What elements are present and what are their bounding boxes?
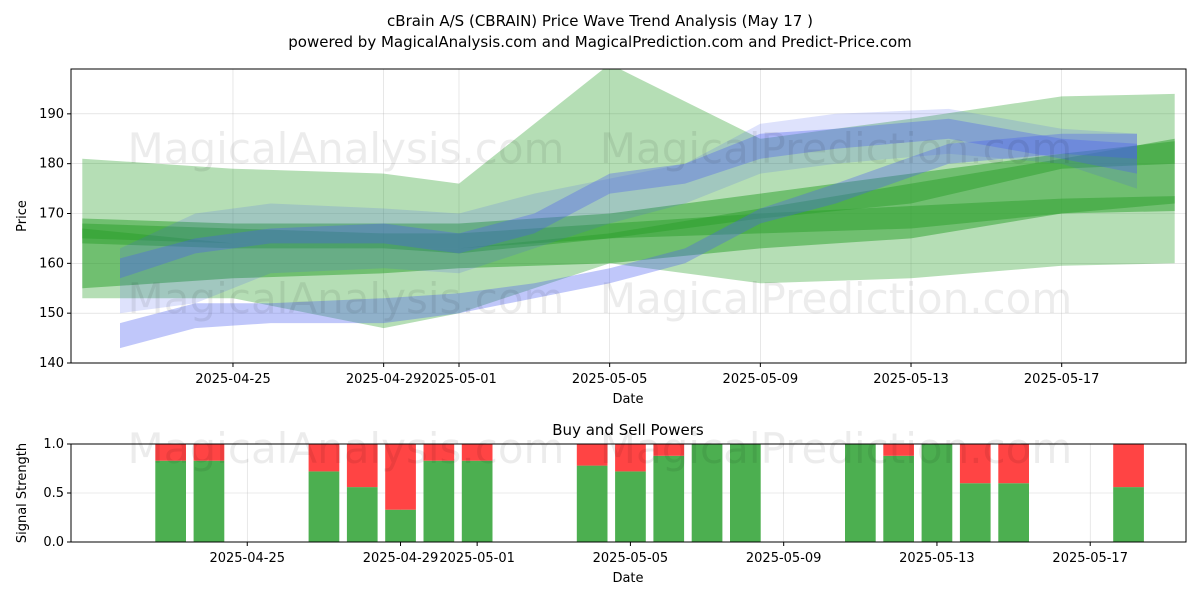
buy-power-bar [155, 460, 186, 542]
signal-chart: Buy and Sell Powers MagicalAnalysis.com … [15, 421, 1187, 586]
price-axes-frame [70, 68, 1187, 364]
blue-wave-bands [120, 108, 1137, 349]
title-line-2: powered by MagicalAnalysis.com and Magic… [288, 33, 912, 51]
signal-x-tick-label: 2025-04-25 [209, 551, 285, 566]
price-x-tick-label: 2025-05-05 [572, 372, 648, 387]
signal-title: Buy and Sell Powers [552, 421, 704, 439]
price-y-tick-label: 180 [39, 157, 64, 172]
sell-power-bar [308, 444, 340, 472]
buy-power-bar [1113, 487, 1144, 542]
green-wave-bands [82, 69, 1175, 329]
buy-power-bar [653, 455, 685, 542]
green-wave-band [82, 138, 1175, 289]
signal-bars [155, 444, 1144, 542]
buy-power-bar [883, 455, 914, 542]
price-y-tick-label: 140 [39, 356, 64, 371]
price-y-tick-label: 150 [39, 306, 64, 321]
sell-power-bar [653, 444, 685, 456]
signal-x-tick-label: 2025-05-01 [439, 551, 515, 566]
signal-x-label: Date [612, 571, 643, 586]
signal-y-tick-label: 1.0 [43, 437, 64, 452]
sell-power-bar [576, 444, 608, 466]
price-x-tick-label: 2025-05-01 [421, 372, 497, 387]
sell-power-bar [193, 444, 225, 461]
buy-power-bar [959, 483, 991, 542]
buy-power-bar [576, 465, 608, 542]
title-line-1: cBrain A/S (CBRAIN) Price Wave Trend Ana… [387, 12, 813, 30]
buy-power-bar [193, 460, 225, 542]
blue-wave-band [120, 133, 1137, 349]
buy-power-bar [385, 509, 416, 542]
sell-power-bar [423, 444, 455, 461]
watermark-analysis-mid: MagicalAnalysis.com [128, 274, 565, 323]
buy-power-bar [921, 444, 953, 542]
blue-wave-band [120, 108, 1137, 314]
figure-title: cBrain A/S (CBRAIN) Price Wave Trend Ana… [288, 12, 912, 51]
signal-x-tick-label: 2025-05-05 [593, 551, 669, 566]
price-y-tick-label: 170 [39, 207, 64, 222]
price-x-tick-label: 2025-04-29 [346, 372, 422, 387]
buy-power-bar [346, 487, 378, 542]
buy-power-bar [998, 483, 1029, 542]
signal-x-tick-label: 2025-05-17 [1052, 551, 1128, 566]
signal-y-tick-label: 0.5 [43, 486, 64, 501]
watermark-prediction-top: MagicalPrediction.com [600, 124, 1073, 173]
sell-power-bar [883, 444, 914, 456]
sell-power-bar [998, 444, 1029, 484]
buy-power-bar [691, 444, 723, 542]
signal-x-tick-label: 2025-05-13 [899, 551, 975, 566]
signal-x-tick-label: 2025-05-09 [746, 551, 822, 566]
buy-power-bar [308, 471, 340, 542]
buy-power-bar [615, 471, 646, 542]
sell-power-bar [959, 444, 991, 484]
price-y-tick-label: 190 [39, 107, 64, 122]
watermark-prediction-bottom: MagicalPrediction.com [600, 424, 1073, 473]
watermark-prediction-mid: MagicalPrediction.com [600, 274, 1073, 323]
buy-power-bar [730, 444, 761, 542]
signal-ticks: 0.0 0.5 1.0 2025-04-25 2025-04-29 2025-05-01 2… [43, 437, 1128, 566]
price-x-tick-label: 2025-04-25 [195, 372, 271, 387]
sell-power-bar [155, 444, 186, 461]
buy-power-bar [423, 460, 455, 542]
sell-power-bar [461, 444, 493, 461]
signal-y-tick-label: 0.0 [43, 535, 64, 550]
price-x-tick-label: 2025-05-17 [1024, 372, 1100, 387]
buy-power-bar [845, 444, 876, 542]
price-x-label: Date [612, 392, 643, 407]
price-x-tick-label: 2025-05-09 [723, 372, 799, 387]
watermark-analysis-bottom: MagicalAnalysis.com [128, 424, 565, 473]
price-y-label: Price [15, 200, 30, 232]
price-y-tick-label: 160 [39, 256, 64, 271]
signal-y-label: Signal Strength [15, 443, 30, 543]
blue-wave-band [120, 118, 1137, 279]
signal-x-tick-label: 2025-04-29 [363, 551, 439, 566]
price-chart: MagicalAnalysis.com MagicalPrediction.co… [15, 68, 1187, 407]
price-x-tick-label: 2025-05-13 [873, 372, 949, 387]
buy-power-bar [461, 460, 493, 542]
sell-power-bar [615, 444, 646, 472]
sell-power-bar [1113, 444, 1144, 488]
sell-power-bar [385, 444, 416, 510]
sell-power-bar [346, 444, 378, 488]
watermark-analysis-top: MagicalAnalysis.com [128, 124, 565, 173]
